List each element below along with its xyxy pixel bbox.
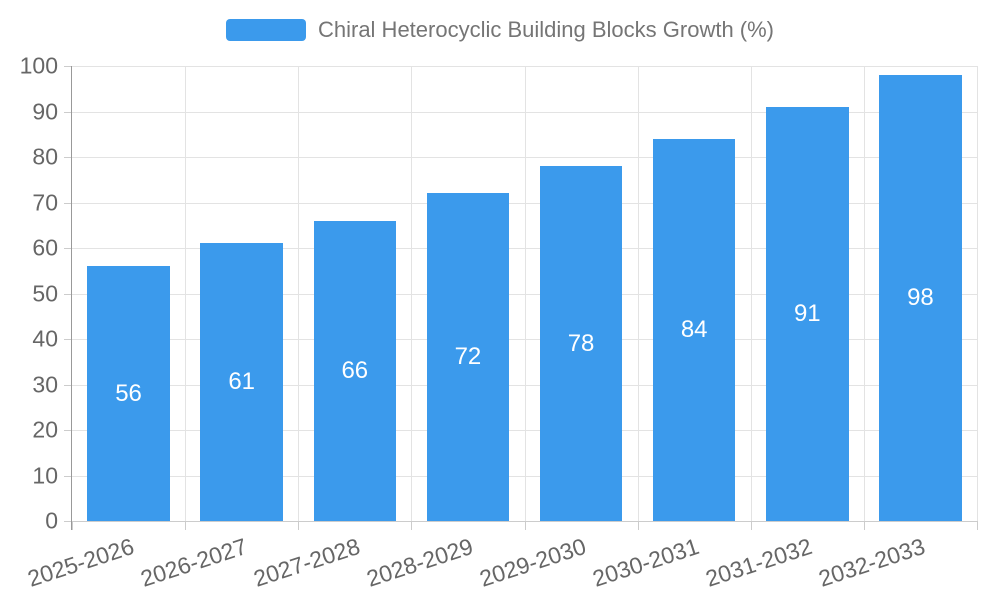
bar-value-label: 98 <box>907 284 934 312</box>
bar[interactable]: 72 <box>426 193 510 521</box>
x-axis-category-label: 2028-2029 <box>363 533 476 592</box>
y-axis-tick-label: 80 <box>32 143 58 170</box>
x-axis-tick <box>863 521 865 530</box>
y-axis-tick <box>64 475 72 477</box>
grid-line-vertical <box>411 66 413 521</box>
y-axis-tick-label: 50 <box>32 280 58 306</box>
bar[interactable]: 66 <box>313 220 397 521</box>
y-axis-tick <box>64 339 72 340</box>
bar[interactable]: 98 <box>879 75 962 521</box>
bar[interactable]: 91 <box>766 106 849 521</box>
y-axis-tick-label: 100 <box>19 52 58 79</box>
x-axis-tick <box>977 521 978 530</box>
x-axis-line <box>72 521 977 522</box>
x-axis-tick <box>185 521 187 530</box>
bar-value-label: 78 <box>567 329 595 357</box>
y-axis-tick <box>64 66 72 67</box>
y-axis-tick <box>64 384 72 386</box>
grid-line-vertical <box>524 66 526 521</box>
x-axis-category-label: 2027-2028 <box>250 533 363 592</box>
y-axis-tick <box>64 248 72 249</box>
x-axis-category-label: 2031-2032 <box>702 533 816 592</box>
x-axis-tick <box>524 521 526 530</box>
y-axis-tick-label: 20 <box>32 416 58 443</box>
y-axis-line <box>71 66 72 530</box>
bar[interactable]: 78 <box>539 166 623 521</box>
y-axis-tick <box>64 157 72 158</box>
y-axis-tick <box>64 202 72 204</box>
bar-value-label: 61 <box>228 368 256 396</box>
x-axis-category-label: 2026-2027 <box>137 533 250 592</box>
bar-value-label: 66 <box>341 356 369 384</box>
y-axis-tick-label: 60 <box>32 234 58 261</box>
y-axis-tick-label: 40 <box>32 325 58 352</box>
x-axis-tick <box>72 521 73 530</box>
y-axis-tick <box>64 111 72 113</box>
x-axis-tick <box>750 521 752 530</box>
y-axis-tick-label: 30 <box>32 371 58 397</box>
grid-line-vertical <box>298 66 300 521</box>
legend-label: Chiral Heterocyclic Building Blocks Grow… <box>317 17 775 42</box>
x-axis-tick <box>298 521 300 530</box>
grid-line-vertical <box>185 66 187 521</box>
y-axis-tick <box>64 293 72 295</box>
legend-swatch-icon <box>225 19 306 41</box>
y-axis-tick-label: 0 <box>45 507 58 534</box>
y-axis-tick-label: 10 <box>32 462 58 488</box>
bar-value-label: 72 <box>454 343 482 371</box>
chart-legend[interactable]: Chiral Heterocyclic Building Blocks Grow… <box>0 18 1000 42</box>
y-axis-tick <box>64 521 72 522</box>
bar-value-label: 56 <box>115 379 142 407</box>
y-axis-tick <box>64 430 72 431</box>
bar[interactable]: 84 <box>652 138 736 521</box>
plot-area: 0 10 20 30 40 50 60 70 80 90 100 56 61 66 72 78 84 91 98 20… <box>20 53 978 592</box>
y-axis-tick-label: 70 <box>32 189 58 215</box>
bar-value-label: 84 <box>680 315 708 343</box>
x-axis-tick <box>637 521 639 530</box>
bar[interactable]: 61 <box>200 243 283 521</box>
plot-right-border <box>977 66 978 521</box>
grid-line-vertical <box>863 66 865 521</box>
x-axis-category-label: 2025-2026 <box>23 533 137 592</box>
x-axis-category-label: 2032-2033 <box>815 533 929 592</box>
grid-line-vertical <box>750 66 752 521</box>
x-axis-category-label: 2030-2031 <box>589 533 703 592</box>
bar-value-label: 91 <box>793 299 821 327</box>
x-axis-category-label: 2029-2030 <box>476 533 590 592</box>
bar[interactable]: 56 <box>87 266 170 521</box>
x-axis-tick <box>411 521 413 530</box>
grid-line-vertical <box>637 66 639 521</box>
y-axis-tick-label: 90 <box>32 98 58 124</box>
